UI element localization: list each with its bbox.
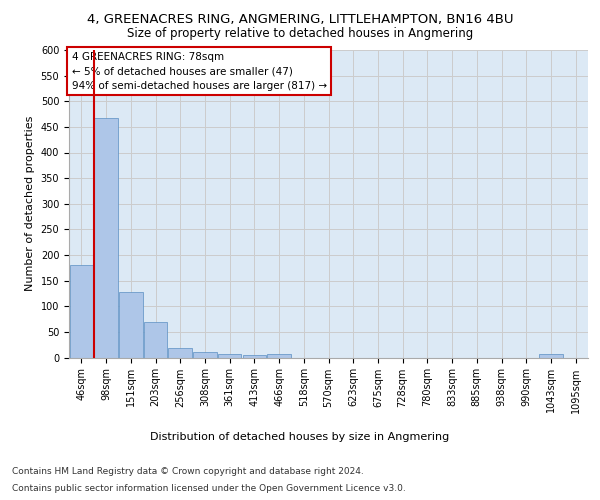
Bar <box>268 354 291 358</box>
Bar <box>193 352 217 358</box>
Bar <box>242 355 266 358</box>
Text: 4, GREENACRES RING, ANGMERING, LITTLEHAMPTON, BN16 4BU: 4, GREENACRES RING, ANGMERING, LITTLEHAM… <box>87 12 513 26</box>
Text: Contains public sector information licensed under the Open Government Licence v3: Contains public sector information licen… <box>12 484 406 493</box>
Y-axis label: Number of detached properties: Number of detached properties <box>25 116 35 292</box>
Bar <box>119 292 143 358</box>
Bar <box>169 348 192 358</box>
Text: 4 GREENACRES RING: 78sqm
← 5% of detached houses are smaller (47)
94% of semi-de: 4 GREENACRES RING: 78sqm ← 5% of detache… <box>71 52 327 91</box>
Bar <box>144 322 167 358</box>
Text: Contains HM Land Registry data © Crown copyright and database right 2024.: Contains HM Land Registry data © Crown c… <box>12 468 364 476</box>
Text: Distribution of detached houses by size in Angmering: Distribution of detached houses by size … <box>151 432 449 442</box>
Bar <box>218 354 241 358</box>
Bar <box>94 118 118 358</box>
Bar <box>70 265 93 358</box>
Text: Size of property relative to detached houses in Angmering: Size of property relative to detached ho… <box>127 28 473 40</box>
Bar <box>539 354 563 358</box>
